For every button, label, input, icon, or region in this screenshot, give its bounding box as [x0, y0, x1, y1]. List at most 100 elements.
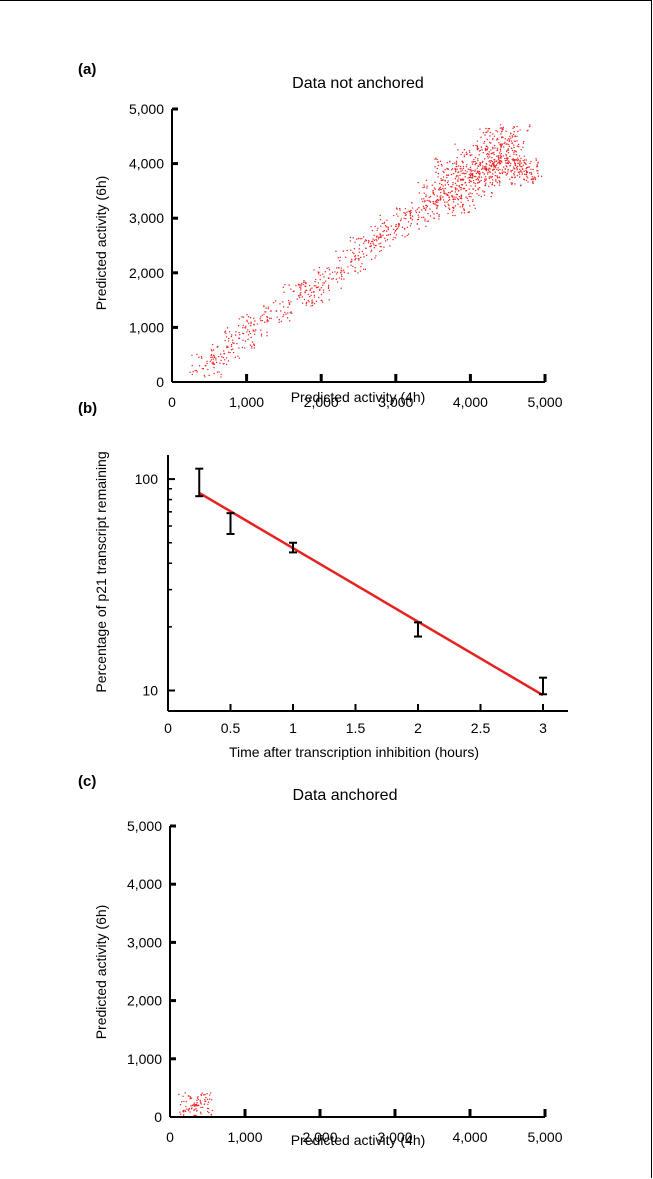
panel-a-point	[342, 269, 345, 271]
panel-a-point	[469, 192, 471, 194]
panel-a-point	[462, 172, 465, 174]
panel-a-point	[212, 349, 215, 351]
panel-a-point	[506, 173, 508, 175]
panel-c-y-tick-label: 4,000	[127, 876, 162, 892]
panel-a-point	[525, 179, 528, 182]
panel-a-point	[494, 174, 497, 177]
panel-a-point	[500, 145, 502, 147]
panel-a-point	[343, 278, 345, 280]
panel-a-point	[533, 176, 535, 178]
panel-c-point	[183, 1111, 185, 1113]
panel-a-point	[191, 373, 194, 376]
panel-a-point	[442, 199, 445, 201]
panel-a-point	[510, 147, 513, 150]
panel-a-point	[233, 342, 235, 345]
panel-a-point	[501, 171, 503, 174]
panel-a-point	[293, 290, 295, 292]
panel-a-point	[376, 240, 378, 242]
panel-a-point	[437, 205, 439, 207]
panel-a-point	[458, 171, 460, 173]
panel-a-point	[484, 134, 486, 136]
panel-a-point	[505, 174, 507, 176]
panel-a-point	[416, 208, 418, 210]
panel-a-point	[530, 168, 532, 170]
panel-a-point	[523, 155, 526, 157]
panel-a-point	[322, 289, 325, 291]
panel-a-point	[446, 161, 448, 164]
panel-a-point	[437, 164, 440, 167]
panel-a-point	[477, 171, 479, 174]
panel-a-point	[252, 330, 255, 332]
panel-c-point	[200, 1093, 202, 1096]
panel-a-point	[300, 287, 302, 289]
panel-a-point	[474, 170, 476, 173]
panel-a-point	[338, 277, 340, 279]
panel-a-point	[471, 174, 474, 177]
panel-a-point	[373, 244, 375, 246]
panel-b-x-tick-label: 1.5	[346, 720, 366, 736]
panel-a-point	[461, 212, 463, 214]
panel-a-point	[454, 187, 457, 190]
panel-a-point	[456, 184, 458, 187]
panel-a-point	[227, 346, 229, 348]
panel-c-point	[211, 1109, 213, 1112]
panel-a-point	[322, 284, 324, 286]
panel-a-point	[310, 305, 312, 307]
panel-a-point	[485, 167, 487, 169]
panel-a-point	[386, 239, 389, 241]
panel-a-point	[379, 242, 382, 244]
panel-a-point	[485, 165, 487, 168]
panel-c-point	[186, 1108, 188, 1110]
panel-a-point	[410, 217, 412, 219]
panel-a-point	[266, 335, 268, 337]
panel-a-point	[242, 332, 245, 335]
panel-a-point	[457, 149, 459, 151]
panel-a-point	[265, 307, 267, 309]
panel-a-point	[444, 201, 446, 203]
panel-a-point	[484, 176, 487, 178]
panel-a-point	[311, 299, 313, 301]
panel-a-point	[523, 179, 526, 181]
panel-a-point	[523, 159, 526, 161]
panel-a-point	[380, 225, 382, 227]
panel-a-point	[225, 336, 228, 338]
panel-a-point	[512, 133, 515, 136]
panel-a-point	[403, 217, 405, 219]
panel-a-point	[228, 337, 230, 340]
panel-a-point	[462, 203, 464, 206]
panel-a-point	[482, 167, 484, 169]
panel-a-point	[510, 176, 513, 178]
panel-c-point	[199, 1111, 202, 1114]
panel-a-point	[510, 162, 512, 165]
panel-a-point	[475, 178, 477, 181]
panel-a-point	[479, 172, 481, 174]
panel-a-point	[241, 346, 244, 349]
panel-a-point	[449, 160, 451, 163]
panel-a-point	[367, 242, 370, 244]
panel-a-point	[483, 166, 486, 168]
panel-a-point	[297, 294, 300, 297]
panel-a-point	[283, 291, 285, 293]
panel-a-point	[517, 160, 519, 162]
panel-a-point	[434, 201, 437, 203]
panel-a-point	[479, 174, 481, 176]
panel-a-point	[383, 222, 385, 225]
panel-c-point	[179, 1104, 182, 1106]
panel-a-point	[493, 185, 496, 187]
panel-a-point	[340, 269, 342, 272]
panel-a-point	[494, 147, 496, 149]
panel-a-point	[213, 372, 215, 375]
panel-a-point	[260, 335, 263, 337]
panel-a-point	[492, 173, 494, 175]
panel-a-point	[365, 239, 368, 242]
panel-a-point	[362, 268, 365, 270]
panel-a-point	[468, 168, 470, 171]
panel-c-point	[195, 1108, 197, 1110]
panel-a-point	[476, 170, 479, 172]
panel-a-point	[253, 323, 255, 326]
panel-a-point	[504, 138, 506, 140]
panel-a-point	[263, 313, 265, 315]
panel-a-point	[429, 208, 431, 210]
panel-a-point	[341, 275, 343, 278]
panel-a-point	[516, 168, 518, 170]
